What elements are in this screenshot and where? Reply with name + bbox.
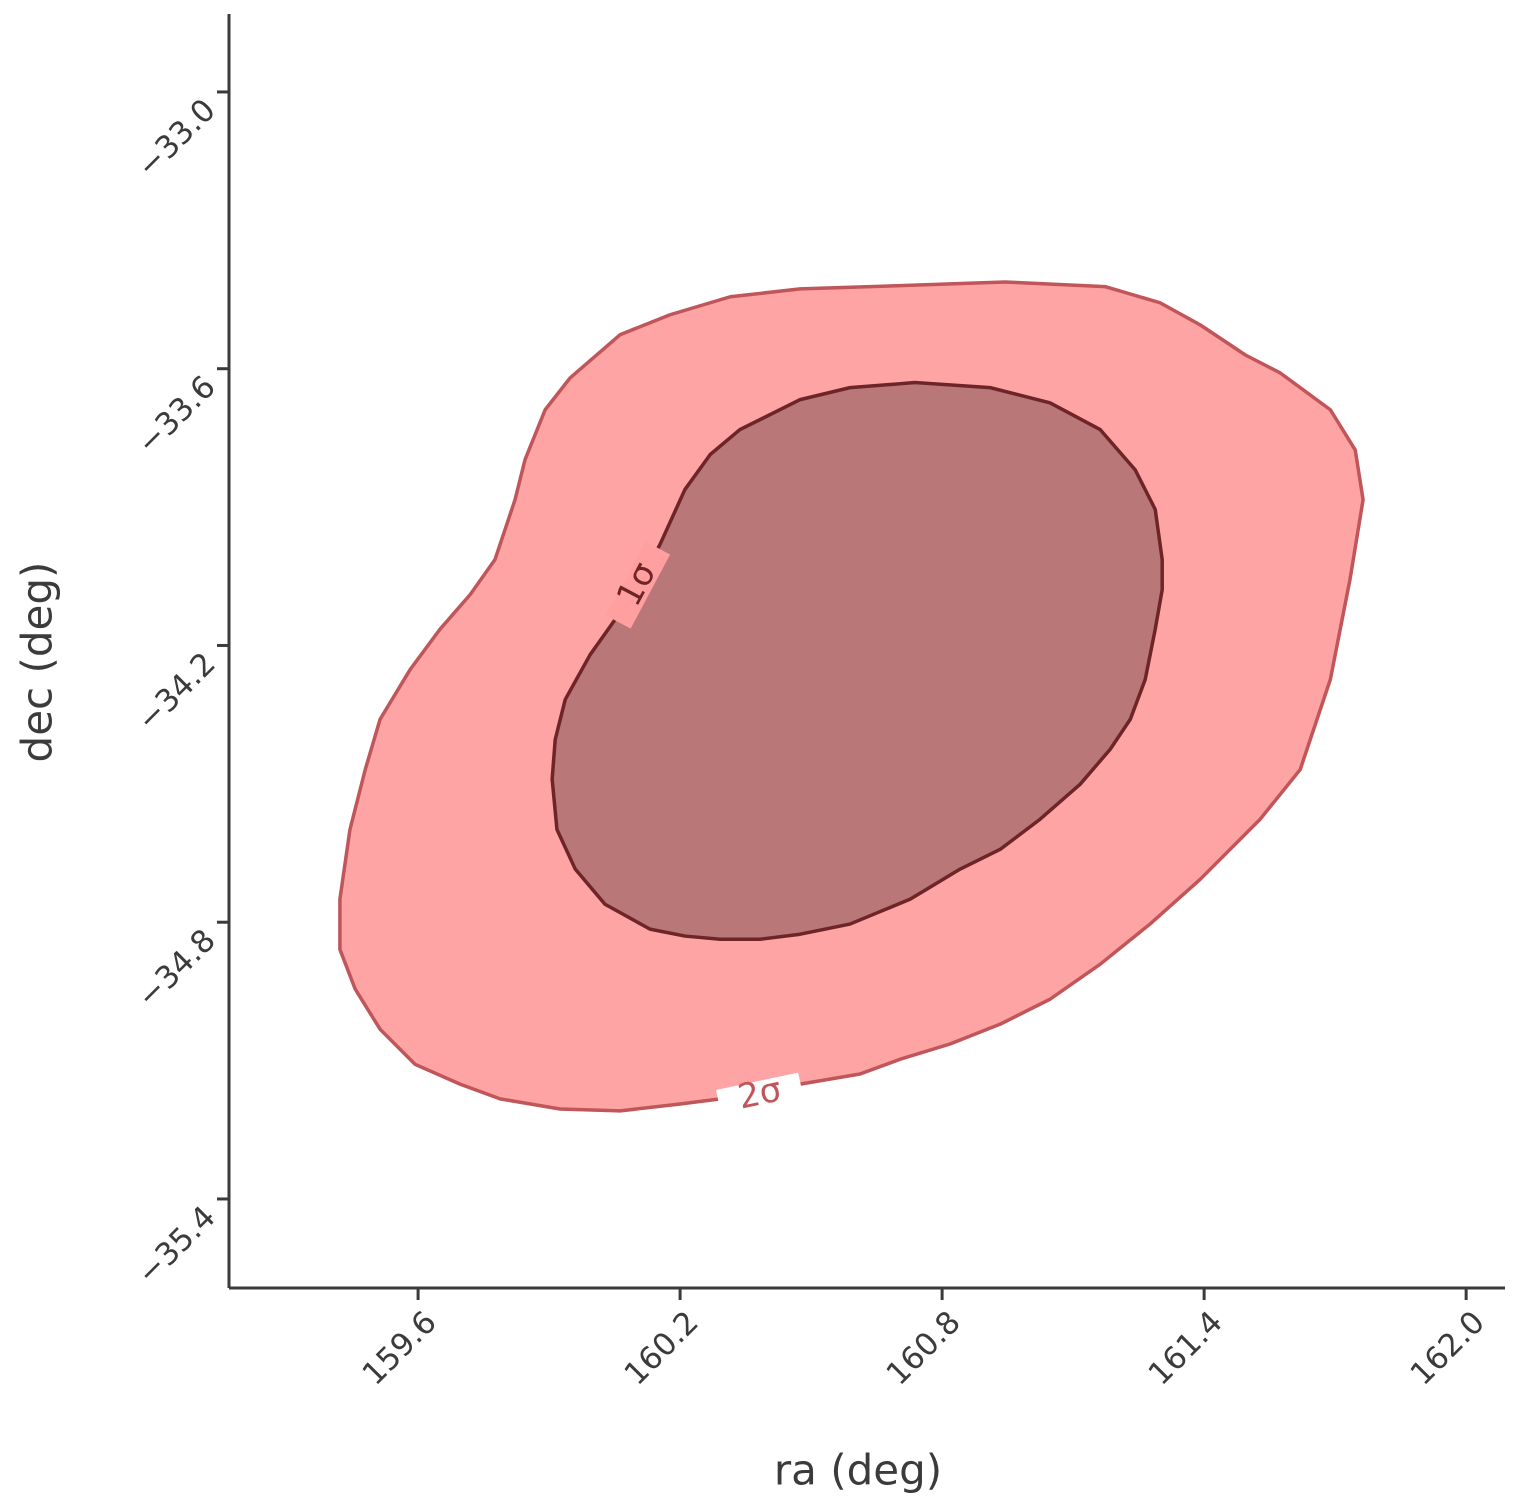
contour-label: 2σ (734, 1069, 785, 1117)
y-tick-label: −35.4 (130, 1199, 223, 1292)
y-tick-label: −34.8 (130, 922, 223, 1015)
label-gap (605, 541, 671, 629)
label-gap (716, 1072, 804, 1118)
x-axis-label: ra (deg) (774, 1446, 942, 1495)
y-tick-label: −33.6 (130, 369, 223, 462)
y-tick-label: −33.0 (130, 92, 223, 185)
y-axis-label: dec (deg) (13, 562, 62, 763)
x-tick-label: 162.0 (1404, 1304, 1492, 1392)
x-tick-label: 160.2 (618, 1304, 706, 1392)
x-tick-label: 160.8 (880, 1304, 968, 1392)
x-tick-label: 159.6 (356, 1304, 444, 1392)
x-tick-label: 161.4 (1142, 1304, 1230, 1392)
y-tick-label: −34.2 (130, 646, 223, 739)
